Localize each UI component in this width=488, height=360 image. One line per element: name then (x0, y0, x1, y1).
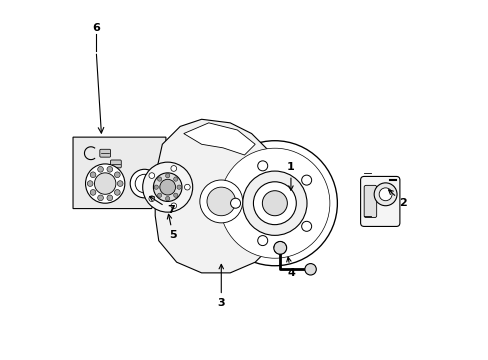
Circle shape (165, 197, 169, 201)
Circle shape (253, 182, 296, 225)
FancyBboxPatch shape (364, 185, 376, 217)
Circle shape (117, 181, 123, 186)
Circle shape (85, 164, 124, 203)
FancyBboxPatch shape (360, 176, 399, 226)
Circle shape (157, 177, 162, 181)
Circle shape (171, 203, 176, 209)
Circle shape (171, 166, 176, 171)
Circle shape (173, 177, 178, 181)
Text: 5: 5 (167, 214, 177, 240)
FancyBboxPatch shape (110, 160, 121, 168)
Circle shape (273, 242, 286, 254)
Circle shape (114, 189, 120, 195)
Circle shape (378, 188, 391, 201)
Polygon shape (155, 119, 287, 273)
Circle shape (107, 195, 112, 201)
Circle shape (149, 173, 154, 179)
Circle shape (301, 175, 311, 185)
Circle shape (94, 173, 116, 194)
Circle shape (230, 198, 240, 208)
Circle shape (262, 191, 287, 216)
Circle shape (257, 161, 267, 171)
Circle shape (177, 185, 181, 189)
Circle shape (153, 173, 182, 202)
Text: 7: 7 (149, 197, 175, 215)
Polygon shape (73, 137, 165, 208)
Circle shape (157, 193, 162, 197)
Circle shape (373, 183, 396, 206)
Circle shape (257, 235, 267, 246)
Text: 6: 6 (92, 23, 100, 33)
Circle shape (304, 264, 316, 275)
Circle shape (220, 148, 329, 258)
Circle shape (142, 162, 192, 212)
Circle shape (149, 196, 154, 202)
Text: 2: 2 (388, 190, 407, 208)
Circle shape (184, 184, 190, 190)
Circle shape (154, 185, 158, 189)
Text: 4: 4 (286, 257, 294, 278)
Circle shape (206, 187, 235, 216)
Circle shape (173, 193, 178, 197)
Circle shape (87, 181, 93, 186)
Circle shape (165, 174, 169, 178)
Circle shape (130, 169, 159, 198)
Circle shape (90, 189, 96, 195)
Polygon shape (161, 132, 285, 257)
FancyBboxPatch shape (100, 149, 110, 157)
Circle shape (160, 179, 175, 195)
Circle shape (98, 166, 103, 172)
Circle shape (301, 221, 311, 231)
Circle shape (200, 180, 242, 223)
Text: 1: 1 (286, 162, 294, 190)
Circle shape (107, 166, 112, 172)
Text: 3: 3 (217, 264, 224, 308)
Circle shape (135, 174, 153, 193)
Circle shape (90, 172, 96, 177)
Circle shape (242, 171, 306, 235)
Circle shape (98, 195, 103, 201)
Polygon shape (183, 123, 255, 155)
Circle shape (212, 141, 337, 266)
Circle shape (114, 172, 120, 177)
